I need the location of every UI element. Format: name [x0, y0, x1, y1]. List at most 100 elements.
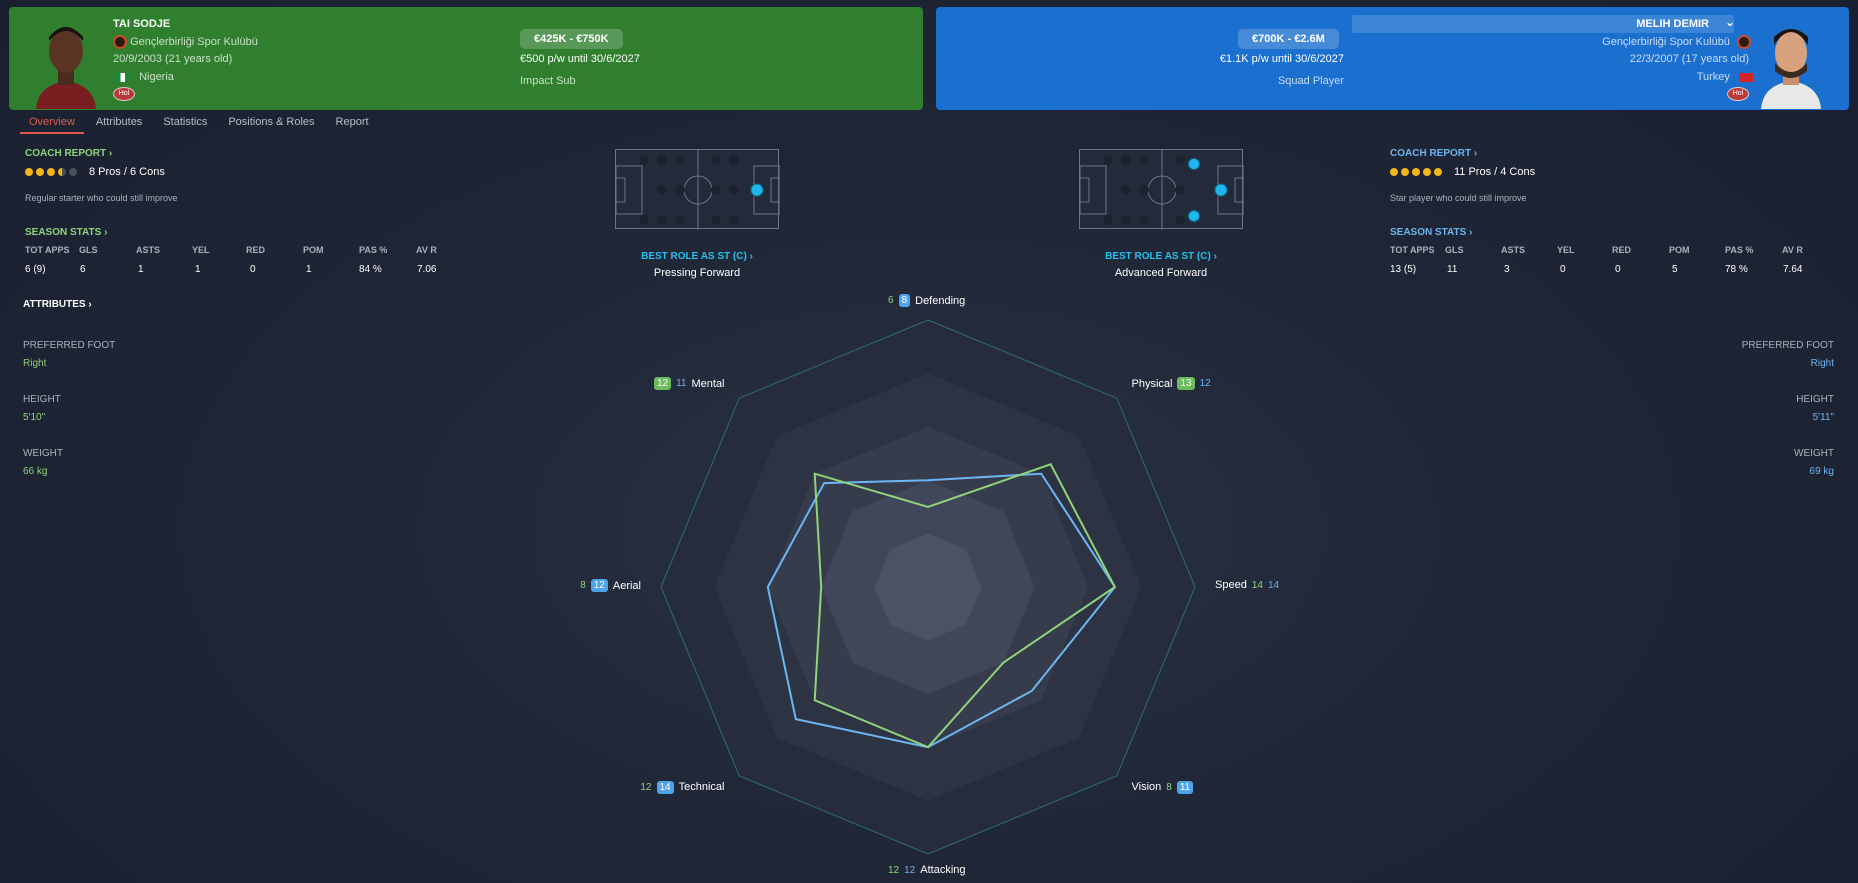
left-value: 8	[580, 580, 586, 591]
stat-header: ASTS	[136, 245, 161, 255]
left-height: 5'10"	[23, 412, 46, 423]
axis-name: Vision	[1131, 781, 1162, 794]
left-value: 8	[1166, 781, 1172, 793]
personality-badge-icon: Hol	[113, 87, 135, 101]
left-season-stats-link[interactable]: SEASON STATS ›	[25, 227, 107, 238]
tab-overview[interactable]: Overview	[20, 112, 84, 134]
stat-header: GLS	[79, 245, 98, 255]
left-pros-cons[interactable]: 8 Pros / 6 Cons	[89, 166, 165, 178]
right-pros-cons[interactable]: 11 Pros / 4 Cons	[1454, 166, 1536, 178]
stat-header: PAS %	[1725, 245, 1754, 255]
right-coach-report-link[interactable]: COACH REPORT ›	[1390, 148, 1477, 159]
right-player-club-row: Gençlerbirliği Spor Kulübü	[1602, 35, 1751, 49]
right-value: 14	[656, 780, 674, 794]
stat-value: 6	[80, 264, 86, 275]
radar-ring	[874, 533, 982, 641]
club-badge-icon	[113, 35, 127, 49]
star-icon	[1401, 168, 1409, 176]
stat-value: 7.64	[1783, 264, 1803, 275]
stat-header: AV R	[416, 245, 437, 255]
radar-axis-attacking: 12 12 Attacking	[888, 864, 966, 876]
right-player-card[interactable]: MELIH DEMIR ⌄ Gençlerbirliği Spor Kulübü…	[936, 7, 1849, 110]
empty-star-icon	[69, 168, 77, 176]
stat-value: 0	[1615, 264, 1621, 275]
left-player-club[interactable]: Gençlerbirliği Spor Kulübü	[130, 35, 258, 48]
right-value: 12	[1199, 378, 1211, 390]
half-star-icon	[58, 168, 66, 176]
star-icon	[1434, 168, 1442, 176]
chevron-right-icon: ›	[749, 251, 753, 262]
right-player-name[interactable]: MELIH DEMIR	[1636, 18, 1709, 30]
stat-value: 13 (5)	[1390, 264, 1417, 275]
radar-axis-aerial: 8 12 Aerial	[580, 579, 641, 592]
left-coach-report-link[interactable]: COACH REPORT ›	[25, 148, 112, 159]
star-icon	[1390, 168, 1398, 176]
right-height: 5'11"	[1812, 412, 1834, 423]
right-season-stats-link[interactable]: SEASON STATS ›	[1390, 227, 1472, 238]
stat-value: 6 (9)	[25, 264, 46, 275]
compare-player-select[interactable]	[1352, 15, 1734, 33]
left-value: 14	[1251, 579, 1263, 591]
left-best-role: Pressing Forward	[653, 267, 741, 279]
right-player-nationality[interactable]: Turkey	[1696, 71, 1730, 83]
star-icon	[36, 168, 44, 176]
right-best-role-link[interactable]: BEST ROLE AS ST (C) ›	[1061, 251, 1261, 262]
left-best-role-head: BEST ROLE AS ST (C)	[641, 251, 747, 262]
stat-header: RED	[246, 245, 266, 255]
star-icon	[1412, 168, 1420, 176]
right-coach-report-label: COACH REPORT	[1390, 148, 1472, 159]
chevron-right-icon: ›	[88, 299, 92, 310]
tab-report[interactable]: Report	[335, 116, 369, 128]
nigeria-flag-icon	[116, 72, 130, 82]
left-height-label: HEIGHT	[23, 394, 61, 405]
stat-header: TOT APPS	[1390, 245, 1435, 255]
tab-statistics[interactable]: Statistics	[163, 116, 208, 128]
right-value: 12	[590, 579, 608, 592]
right-star-rating	[1390, 168, 1442, 176]
left-coach-summary: Regular starter who could still improve	[25, 193, 178, 203]
left-player-card[interactable]: TAI SODJE Gençlerbirliği Spor Kulübü 20/…	[9, 7, 923, 110]
right-player-dob: 22/3/2007 (17 years old)	[1629, 53, 1749, 65]
radar-axis-mental: 12 11 Mental	[653, 377, 724, 391]
stat-value: 7.06	[417, 264, 437, 275]
radar-axis-defending: 6 8 Defending	[888, 294, 965, 307]
left-player-nation-row: Nigeria	[116, 71, 174, 83]
stat-value: 5	[1672, 264, 1678, 275]
right-value: 8	[898, 294, 911, 307]
left-weight-label: WEIGHT	[23, 448, 63, 459]
right-player-nation-row: Turkey	[1697, 71, 1753, 83]
stat-value: 1	[138, 264, 144, 275]
left-preferred-foot: Right	[23, 358, 47, 369]
left-value: 12	[888, 864, 900, 876]
stat-header: TOT APPS	[25, 245, 70, 255]
stat-value: 11	[1447, 264, 1458, 275]
left-season-stats-label: SEASON STATS	[25, 227, 102, 238]
axis-name: Defending	[915, 294, 966, 307]
attributes-label: ATTRIBUTES	[23, 299, 86, 310]
right-preferred-foot-label: PREFERRED FOOT	[1741, 340, 1834, 351]
right-position-pitch[interactable]	[1079, 149, 1245, 230]
left-player-nationality[interactable]: Nigeria	[139, 71, 174, 83]
stat-header: YEL	[1557, 245, 1575, 255]
left-player-name[interactable]: TAI SODJE	[113, 18, 171, 30]
radar-axis-technical: 12 14 Technical	[640, 780, 724, 794]
right-player-wage: €1.1K p/w until 30/6/2027	[1219, 53, 1344, 65]
stat-header: POM	[303, 245, 324, 255]
right-player-portrait	[1755, 15, 1827, 109]
right-height-label: HEIGHT	[1796, 394, 1834, 405]
tab-attributes[interactable]: Attributes	[95, 116, 143, 128]
stat-header: YEL	[192, 245, 210, 255]
left-position-pitch[interactable]	[615, 149, 781, 230]
left-player-wage: €500 p/w until 30/6/2027	[520, 53, 640, 65]
attributes-link[interactable]: ATTRIBUTES ›	[23, 299, 92, 310]
left-best-role-link[interactable]: BEST ROLE AS ST (C) ›	[597, 251, 797, 262]
stat-value: 78 %	[1725, 264, 1748, 275]
right-player-club[interactable]: Gençlerbirliği Spor Kulübü	[1602, 35, 1730, 48]
tab-positions-roles[interactable]: Positions & Roles	[228, 116, 315, 128]
right-value: 12	[904, 864, 916, 876]
radar-axis-physical: Physical 13 12	[1132, 377, 1211, 391]
star-icon	[1423, 168, 1431, 176]
left-player-value: €425K - €750K	[520, 29, 623, 49]
chevron-down-icon[interactable]: ⌄	[1724, 15, 1735, 29]
left-weight: 66 kg	[23, 466, 48, 477]
